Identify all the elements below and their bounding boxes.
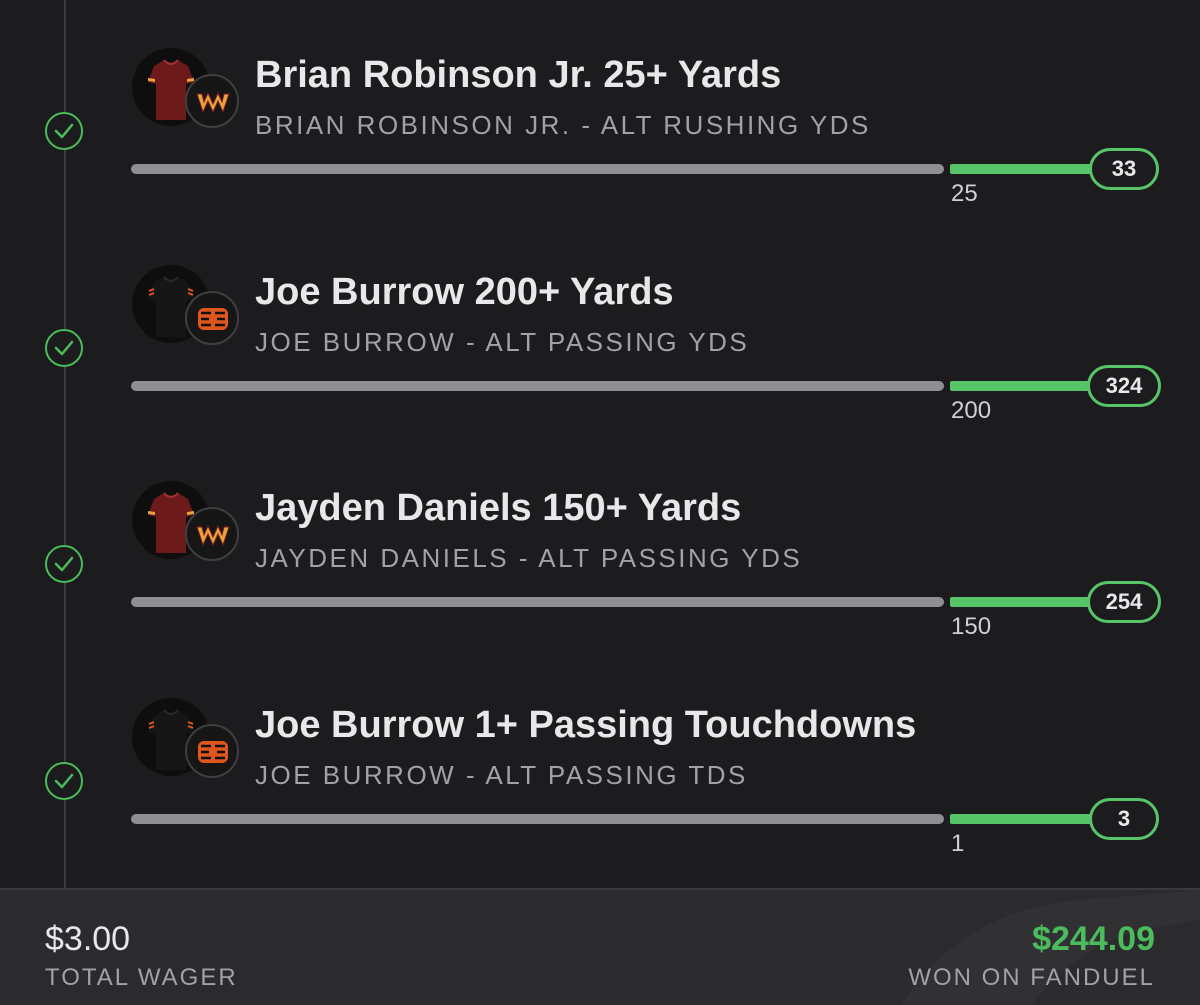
leg-subtitle: JOE BURROW - ALT PASSING YDS [255, 327, 750, 357]
check-circle-icon [45, 112, 83, 150]
leg-title: Joe Burrow 1+ Passing Touchdowns [255, 704, 917, 746]
leg-subtitle: JAYDEN DANIELS - ALT PASSING YDS [255, 543, 803, 573]
timeline-line [64, 0, 66, 888]
bet-leg[interactable]: Joe Burrow 200+ Yards JOE BURROW - ALT P… [0, 223, 1200, 439]
commanders-logo-icon [185, 74, 239, 128]
progress-exceeded [950, 597, 1120, 607]
player-jersey-icon [132, 698, 210, 776]
fanduel-watermark-icon [901, 890, 1200, 1005]
result-value-badge: 33 [1089, 148, 1159, 190]
check-circle-icon [45, 762, 83, 800]
progress-exceeded [950, 814, 1120, 824]
progress-track [131, 164, 944, 174]
result-value-badge: 254 [1087, 581, 1161, 623]
progress-track [131, 381, 944, 391]
leg-title: Jayden Daniels 150+ Yards [255, 487, 742, 529]
threshold-value: 200 [951, 397, 992, 424]
check-circle-icon [45, 545, 83, 583]
check-circle-icon [45, 329, 83, 367]
threshold-value: 25 [951, 180, 978, 207]
bet-leg[interactable]: Brian Robinson Jr. 25+ Yards BRIAN ROBIN… [0, 6, 1200, 222]
winnings-amount: $244.09 [1032, 920, 1155, 958]
total-wager-label: TOTAL WAGER [45, 964, 238, 991]
progress-track [131, 814, 944, 824]
threshold-value: 1 [951, 830, 965, 857]
bet-leg[interactable]: Joe Burrow 1+ Passing Touchdowns JOE BUR… [0, 656, 1200, 872]
winnings-label: WON ON FANDUEL [908, 964, 1155, 991]
bengals-logo-icon [185, 724, 239, 778]
leg-subtitle: JOE BURROW - ALT PASSING TDS [255, 760, 748, 790]
leg-subtitle: BRIAN ROBINSON JR. - ALT RUSHING YDS [255, 110, 871, 140]
result-value-badge: 324 [1087, 365, 1161, 407]
progress-track [131, 597, 944, 607]
commanders-logo-icon [185, 507, 239, 561]
bet-summary-footer: $3.00 TOTAL WAGER $244.09 WON ON FANDUEL [0, 888, 1200, 1005]
leg-title: Joe Burrow 200+ Yards [255, 271, 674, 313]
result-value-badge: 3 [1089, 798, 1159, 840]
bengals-logo-icon [185, 291, 239, 345]
threshold-value: 150 [951, 613, 992, 640]
total-wager-amount: $3.00 [45, 920, 131, 958]
progress-exceeded [950, 164, 1120, 174]
bet-leg[interactable]: Jayden Daniels 150+ Yards JAYDEN DANIELS… [0, 439, 1200, 655]
progress-exceeded [950, 381, 1120, 391]
leg-title: Brian Robinson Jr. 25+ Yards [255, 54, 782, 96]
